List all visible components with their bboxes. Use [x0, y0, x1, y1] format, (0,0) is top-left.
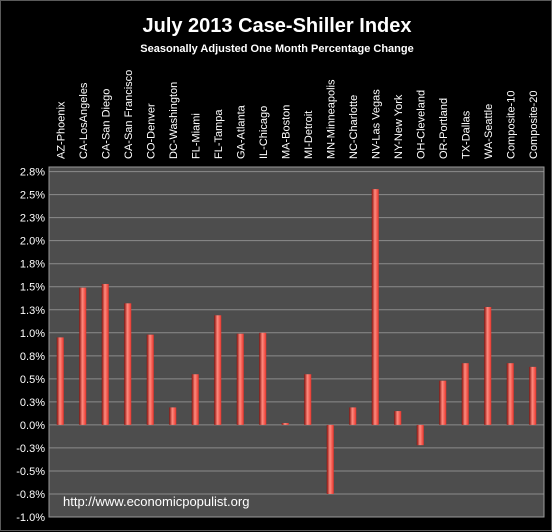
category-label: NV-Las Vegas: [370, 89, 382, 159]
y-tick-label: 0.3%: [20, 397, 45, 409]
y-tick-label: 1.0%: [20, 328, 45, 340]
category-label: CO-Denver: [145, 103, 157, 159]
category-label: Composite-20: [528, 91, 540, 159]
bar: [191, 374, 199, 425]
bar: [461, 363, 469, 425]
bar: [56, 337, 64, 425]
category-label: IL-Chicago: [258, 106, 270, 159]
y-tick-label: 1.3%: [20, 305, 45, 317]
bar: [416, 424, 424, 446]
plot-border: [48, 166, 545, 518]
category-label: NY-New York: [393, 94, 405, 159]
y-tick-label: -0.8%: [16, 489, 45, 501]
bar: [214, 315, 222, 425]
category-label: FL-Tampa: [213, 109, 225, 159]
bar: [236, 333, 244, 425]
chart-title: July 2013 Case-Shiller Index: [142, 15, 411, 37]
bar: [146, 334, 154, 425]
y-tick-label: 1.8%: [20, 259, 45, 271]
bar: [529, 366, 537, 425]
bar: [169, 407, 177, 425]
category-label: AZ-Phoenix: [55, 101, 67, 159]
category-label: Composite-10: [505, 91, 517, 159]
y-tick-label: -0.5%: [16, 466, 45, 478]
bar: [506, 363, 514, 425]
plot-background: [49, 167, 544, 517]
category-label: NC-Charlotte: [348, 95, 360, 159]
bar: [124, 303, 132, 425]
y-tick-label: 0.0%: [20, 420, 45, 432]
category-label: TX-Dallas: [460, 110, 472, 159]
y-tick-label: 2.0%: [20, 236, 45, 248]
bar: [259, 332, 267, 425]
y-tick-label: 2.5%: [20, 190, 45, 202]
category-label: GA-Atlanta: [235, 104, 247, 159]
bar: [349, 407, 357, 425]
y-tick-label: -1.0%: [16, 512, 45, 524]
plot-area: -1.0% -0.8% -0.5% -0.3% 0.0% 0.3% 0.5% 0.8% 1.0%…: [16, 70, 545, 524]
category-label: CA-San Diego: [100, 89, 112, 159]
category-label: MN-Minneapolis: [325, 79, 337, 159]
bar: [101, 283, 109, 425]
bar: [79, 287, 87, 425]
bar: [484, 307, 492, 425]
category-label: CA-LosAngeles: [78, 82, 90, 159]
watermark: http://www.economicpopulist.org: [63, 494, 249, 509]
y-tick-label: 0.5%: [20, 374, 45, 386]
category-label: DC-Washington: [168, 82, 180, 159]
bar: [394, 411, 402, 425]
y-tick-label: 1.5%: [20, 282, 45, 294]
category-label: OR-Portland: [438, 98, 450, 159]
bar: [281, 423, 289, 425]
category-label: OH-Cleveland: [415, 90, 427, 159]
y-tick-label: 2.8%: [20, 167, 45, 179]
bar: [371, 189, 379, 425]
y-tick-label: 2.3%: [20, 213, 45, 225]
bar: [304, 374, 312, 425]
y-tick-label: -0.3%: [16, 443, 45, 455]
bar: [439, 380, 447, 425]
category-label: WA-Seattle: [483, 104, 495, 159]
category-label: MI-Detroit: [303, 111, 315, 159]
bar: [326, 424, 334, 494]
category-label: FL-Miami: [190, 113, 202, 159]
y-tick-label: 0.8%: [20, 351, 45, 363]
chart-subtitle: Seasonally Adjusted One Month Percentage…: [140, 43, 413, 55]
category-label: MA-Boston: [280, 105, 292, 159]
category-label: CA-San Francisco: [123, 70, 135, 159]
